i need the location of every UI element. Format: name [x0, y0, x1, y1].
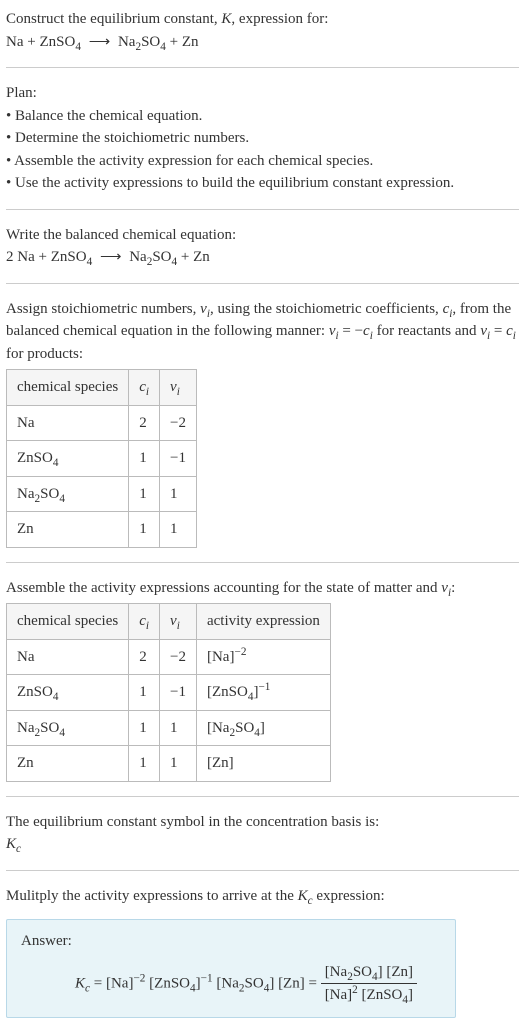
- plan-title: Plan:: [6, 82, 519, 105]
- kc-symbol-text: The equilibrium constant symbol in the c…: [6, 811, 519, 834]
- plan-bullet-1: • Balance the chemical equation.: [6, 105, 519, 128]
- section-kc-symbol: The equilibrium constant symbol in the c…: [6, 811, 519, 871]
- section-balanced: Write the balanced chemical equation: 2 …: [6, 224, 519, 284]
- section-stoich: Assign stoichiometric numbers, νi, using…: [6, 298, 519, 563]
- kc-symbol: Kc: [6, 833, 519, 856]
- section-construct: Construct the equilibrium constant, K, e…: [6, 8, 519, 68]
- balanced-title: Write the balanced chemical equation:: [6, 224, 519, 247]
- section-plan: Plan: • Balance the chemical equation. •…: [6, 82, 519, 210]
- col-species: chemical species: [7, 370, 129, 406]
- stoich-table: chemical species ci νi Na 2 −2 ZnSO4 1 −…: [6, 369, 197, 548]
- table-header-row: chemical species ci νi: [7, 370, 197, 406]
- table-row: Na 2 −2 [Na]−2: [7, 639, 331, 675]
- activity-table: chemical species ci νi activity expressi…: [6, 603, 331, 782]
- col-activity: activity expression: [196, 604, 330, 640]
- plan-bullet-2: • Determine the stoichiometric numbers.: [6, 127, 519, 150]
- table-row: Na2SO4 1 1: [7, 476, 197, 512]
- col-nui: νi: [160, 604, 197, 640]
- col-nui: νi: [160, 370, 197, 406]
- multiply-text: Mulitply the activity expressions to arr…: [6, 885, 519, 908]
- balanced-equation: 2 Na + ZnSO4 ⟶ Na2SO4 + Zn: [6, 246, 519, 269]
- section-activity: Assemble the activity expressions accoun…: [6, 577, 519, 797]
- table-row: ZnSO4 1 −1: [7, 441, 197, 477]
- answer-box: Answer: Kc = [Na]−2 [ZnSO4]−1 [Na2SO4] […: [6, 919, 456, 1018]
- fraction: [Na2SO4] [Zn][Na]2 [ZnSO4]: [321, 961, 417, 1007]
- col-ci: ci: [129, 604, 160, 640]
- answer-label: Answer:: [21, 930, 441, 953]
- plan-bullet-4: • Use the activity expressions to build …: [6, 172, 519, 195]
- table-row: Na 2 −2: [7, 405, 197, 441]
- stoich-intro: Assign stoichiometric numbers, νi, using…: [6, 298, 519, 366]
- col-ci: ci: [129, 370, 160, 406]
- plan-bullet-3: • Assemble the activity expression for e…: [6, 150, 519, 173]
- table-row: Zn 1 1 [Zn]: [7, 746, 331, 782]
- unbalanced-equation: Na + ZnSO4 ⟶ Na2SO4 + Zn: [6, 31, 519, 54]
- table-header-row: chemical species ci νi activity expressi…: [7, 604, 331, 640]
- col-species: chemical species: [7, 604, 129, 640]
- section-multiply: Mulitply the activity expressions to arr…: [6, 885, 519, 912]
- kc-expression: Kc = [Na]−2 [ZnSO4]−1 [Na2SO4] [Zn] = [N…: [21, 961, 441, 1007]
- table-row: Na2SO4 1 1 [Na2SO4]: [7, 710, 331, 746]
- activity-intro: Assemble the activity expressions accoun…: [6, 577, 519, 600]
- table-row: Zn 1 1: [7, 512, 197, 548]
- construct-text: Construct the equilibrium constant, K, e…: [6, 8, 519, 31]
- table-row: ZnSO4 1 −1 [ZnSO4]−1: [7, 675, 331, 711]
